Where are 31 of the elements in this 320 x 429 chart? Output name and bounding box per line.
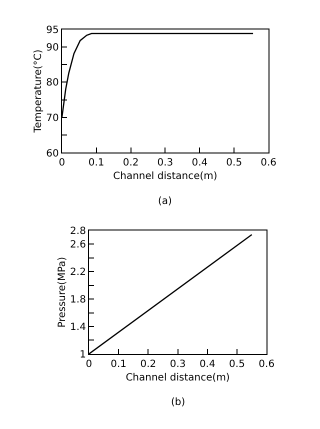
y-axis-title: Temperature(°C)	[33, 49, 44, 134]
x-tick-label: 0.3	[170, 358, 186, 370]
y-tick-label: 95	[46, 24, 59, 36]
x-tick-label: 0.2	[122, 158, 139, 169]
y-tick-label: 60	[46, 148, 59, 160]
x-tick-label: 0.6	[260, 158, 276, 169]
x-tick-label: 0.3	[157, 158, 174, 169]
y-tick-label: 70	[46, 112, 59, 124]
x-tick-label: 0.6	[258, 358, 275, 370]
y-axis-title: Pressure(MPa)	[57, 256, 68, 328]
text: (a)	[158, 196, 172, 207]
x-tick-label: 0.5	[226, 158, 242, 169]
y-tick-label: 1.8	[70, 294, 86, 306]
x-axis-title: Channel distance(m)	[126, 372, 230, 384]
y-tick-label: 2.6	[70, 240, 86, 251]
text: (b)	[171, 397, 186, 408]
x-tick-label: 0	[58, 158, 66, 169]
y-tick-label: 2.8	[70, 226, 86, 238]
x-axis-title: Channel distance(m)	[113, 171, 218, 182]
x-tick-label: 0.1	[110, 358, 127, 370]
x-tick-label: 0	[86, 358, 92, 370]
x-tick-label: 0.4	[199, 358, 216, 370]
y-tick-label: 80	[46, 78, 59, 89]
x-tick-label: 0.1	[88, 158, 104, 169]
y-tick-label: 2.2	[70, 267, 86, 278]
y-tick-label: 1.4	[70, 322, 86, 334]
x-tick-label: 0.5	[229, 358, 245, 370]
y-tick-label: 1	[80, 349, 86, 360]
x-tick-label: 0.2	[140, 358, 156, 370]
x-tick-label: 0.4	[192, 158, 208, 169]
y-tick-label: 90	[46, 42, 59, 54]
